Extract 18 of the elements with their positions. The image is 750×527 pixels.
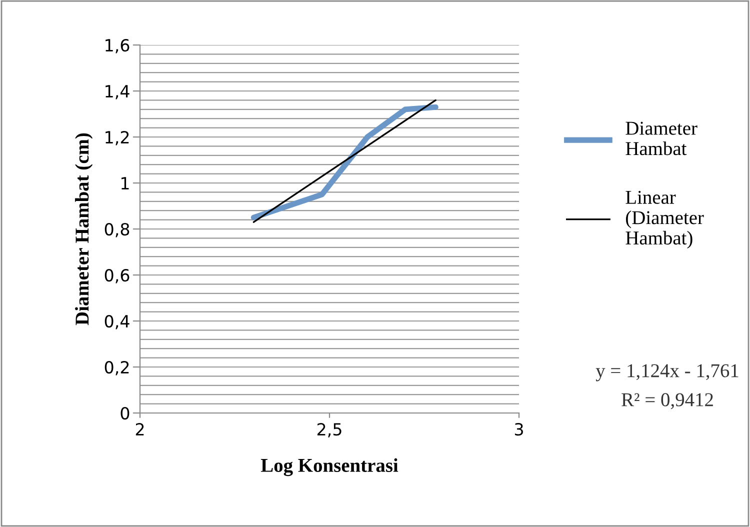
legend-label: Linear (Diameter Hambat) [626,190,704,249]
y-tick-label: 1,6 [106,38,130,54]
x-axis-title: Log Konsentrasi [260,458,398,476]
y-tick-label: 0,6 [104,268,130,284]
y-tick-label: 0,4 [104,314,130,330]
y-tick-label: 0 [120,406,130,420]
x-tick-label: 2,5 [317,423,342,438]
y-tick-label: 1,4 [106,85,130,100]
y-tick-label: 1 [122,177,129,190]
x-tick-label: 2 [136,423,144,436]
x-tick-label: 3 [514,423,523,436]
y-tick-label: 0,8 [104,222,130,238]
y-tick-label: 0,2 [104,360,129,376]
y-tick-label: 1,2 [106,130,129,146]
text: R² = 0,9412 [622,393,713,410]
text: y = 1,124x - 1,761 [596,364,738,382]
legend-label: Diameter Hambat [626,122,698,156]
y-axis-title: Diameter Hambat (cm) [75,133,93,326]
